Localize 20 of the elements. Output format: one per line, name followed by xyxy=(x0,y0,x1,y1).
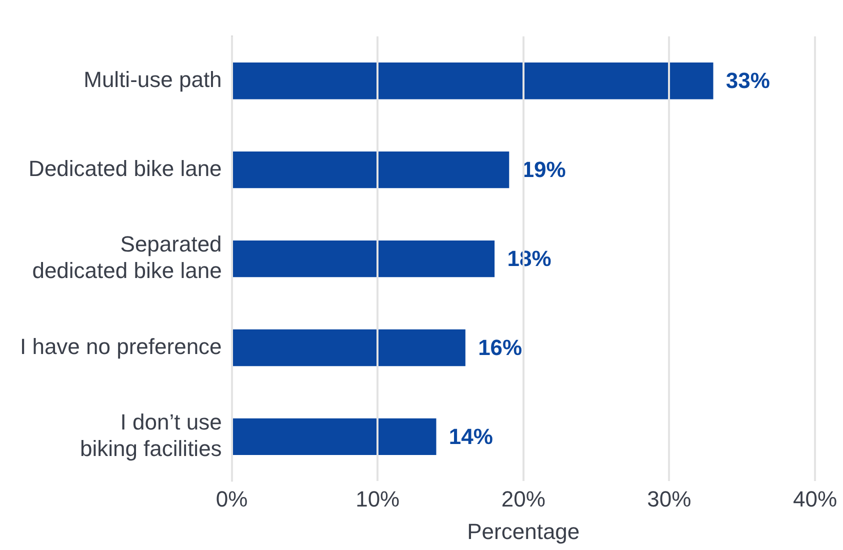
x-tick-label: 40% xyxy=(792,486,838,512)
data-label: 14% xyxy=(448,424,493,449)
x-tick-label: 20% xyxy=(501,486,546,512)
y-tick-label: Dedicated bike lane xyxy=(28,156,222,181)
x-axis-title: Percentage xyxy=(467,518,580,544)
x-tick-label: 0% xyxy=(216,486,248,512)
y-tick-label: Multi-use path xyxy=(84,66,222,92)
y-tick-label: I don’t use biking facilities xyxy=(80,410,222,461)
bar xyxy=(232,240,495,278)
data-label: 33% xyxy=(726,68,770,93)
y-tick-label: I have no preference xyxy=(20,334,222,359)
x-tick-label: 30% xyxy=(647,486,692,512)
bar xyxy=(232,62,714,100)
bar xyxy=(232,152,510,188)
data-label: 19% xyxy=(522,156,566,182)
x-tick-label: 10% xyxy=(356,486,400,512)
data-label: 16% xyxy=(478,334,522,360)
bar xyxy=(232,329,466,366)
y-tick-label: Separated dedicated bike lane xyxy=(32,232,222,284)
bar xyxy=(232,418,436,456)
